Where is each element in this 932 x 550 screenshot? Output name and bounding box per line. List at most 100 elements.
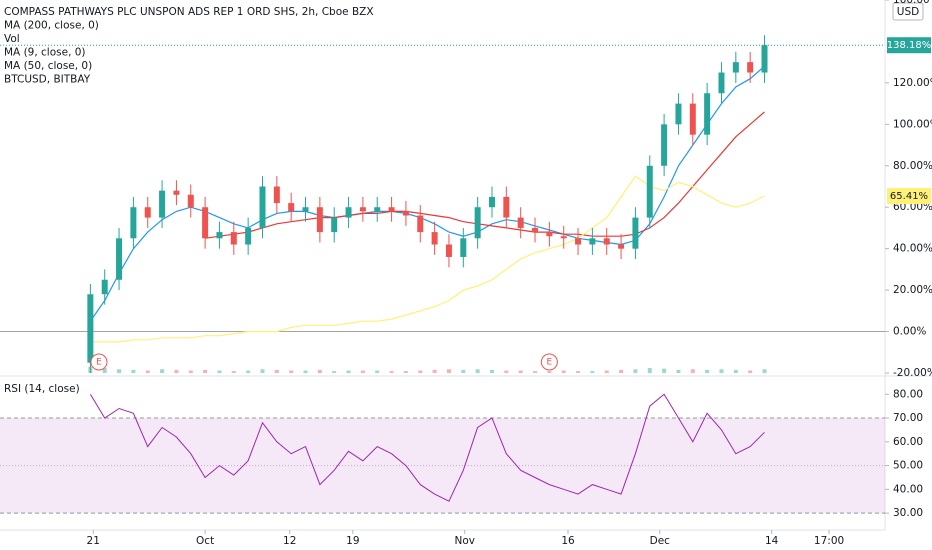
- candle-body: [402, 211, 409, 216]
- candle-body: [718, 72, 725, 94]
- volume-bar: [260, 369, 265, 373]
- candle-body: [575, 238, 582, 245]
- legend-entry: Vol: [4, 33, 20, 45]
- y-tick-label: 160.00%: [893, 0, 932, 6]
- volume-bar: [246, 370, 251, 373]
- volume-bar: [203, 369, 208, 373]
- y-tick-label: 100.00%: [893, 118, 932, 130]
- rsi-tick-label: 30.00: [893, 507, 923, 519]
- volume-bar: [647, 368, 652, 373]
- volume-bar: [274, 369, 279, 373]
- candle-body: [732, 62, 739, 73]
- candle-body: [646, 165, 653, 218]
- candle-body: [445, 244, 452, 257]
- volume-bar: [762, 369, 767, 373]
- volume-bar: [590, 371, 595, 373]
- candle-body: [517, 217, 524, 228]
- volume-bar: [432, 369, 437, 373]
- candle-body: [230, 232, 237, 245]
- candle-body: [116, 238, 123, 280]
- earnings-label: E: [96, 358, 102, 368]
- currency-box[interactable]: [892, 2, 924, 21]
- candle-body: [747, 62, 754, 73]
- candle-body: [532, 227, 539, 233]
- candle-body: [388, 207, 395, 212]
- candle-body: [560, 236, 567, 239]
- y-tick-label: 20.00%: [893, 284, 932, 296]
- candle-body: [316, 207, 323, 233]
- legend-entry: BTCUSD, BITBAY: [4, 74, 91, 86]
- volume-bar: [403, 371, 408, 373]
- volume-bar: [676, 369, 681, 373]
- earnings-marker: [540, 353, 558, 371]
- x-tick-label: Dec: [650, 535, 671, 547]
- candle-body: [331, 217, 338, 233]
- candle-body: [661, 124, 668, 166]
- x-tick-label: 16: [561, 535, 575, 547]
- y-tick-label: 80.00%: [893, 160, 932, 172]
- candle-body: [302, 207, 309, 212]
- candle-body: [632, 217, 639, 249]
- candle-body: [431, 232, 438, 245]
- candle-body: [689, 103, 696, 135]
- volume-bar: [446, 369, 451, 373]
- volume-bar: [604, 370, 609, 373]
- candle-body: [589, 238, 596, 245]
- volume-bar: [131, 369, 136, 373]
- volume-bar: [504, 370, 509, 373]
- volume-bar: [317, 369, 322, 373]
- candle-body: [675, 103, 682, 125]
- volume-bar: [188, 370, 193, 373]
- candle-body: [603, 238, 610, 245]
- candle-body: [374, 207, 381, 212]
- btc-price-label: 65.41%: [890, 191, 928, 202]
- candle-body: [503, 196, 510, 218]
- volume-bar: [619, 369, 624, 373]
- volume-bar: [418, 370, 423, 373]
- volume-bar: [561, 370, 566, 373]
- last-price-tag: [887, 37, 931, 54]
- last-price-label: 138.18%: [887, 40, 932, 51]
- candle-body: [345, 207, 352, 218]
- y-tick-label: 0.00%: [893, 326, 926, 338]
- candle-body: [130, 207, 137, 239]
- volume-bar: [117, 369, 122, 373]
- earnings-marker: [90, 353, 108, 371]
- volume-bar: [633, 369, 638, 373]
- rsi-tick-label: 60.00: [893, 436, 923, 448]
- volume-bar: [518, 370, 523, 373]
- volume-bar: [145, 370, 150, 373]
- volume-bar: [289, 370, 294, 373]
- volume-bar: [174, 369, 179, 373]
- candle-body: [202, 207, 209, 239]
- rsi-tick-label: 50.00: [893, 460, 923, 472]
- candle-body: [761, 45, 768, 73]
- x-tick-label: 19: [346, 535, 359, 547]
- x-tick-label: 14: [765, 535, 779, 547]
- volume-bar: [231, 371, 236, 373]
- volume-bar: [346, 370, 351, 373]
- candle-body: [216, 232, 223, 239]
- y-tick-label: 40.00%: [893, 243, 932, 255]
- y-tick-label: -20.00%: [893, 367, 932, 379]
- legend-entry: MA (9, close, 0): [4, 47, 86, 59]
- candle-body: [546, 232, 553, 237]
- y-tick-label: 120.00%: [893, 77, 932, 89]
- volume-bar: [719, 369, 724, 373]
- candle-body: [417, 215, 424, 233]
- x-tick-label: Oct: [196, 535, 214, 547]
- volume-bar: [375, 370, 380, 373]
- candle-body: [87, 294, 94, 363]
- candle-body: [618, 244, 625, 249]
- btc-price-tag: [887, 188, 931, 205]
- rsi-tick-label: 70.00: [893, 412, 923, 424]
- volume-bar: [705, 369, 710, 373]
- legend-entry: MA (50, close, 0): [4, 60, 92, 72]
- candle-body: [488, 196, 495, 208]
- candle-body: [101, 279, 108, 295]
- volume-bar: [217, 370, 222, 373]
- volume-bar: [547, 371, 552, 373]
- x-tick-label: 17:00: [814, 535, 844, 547]
- volume-bar: [332, 371, 337, 373]
